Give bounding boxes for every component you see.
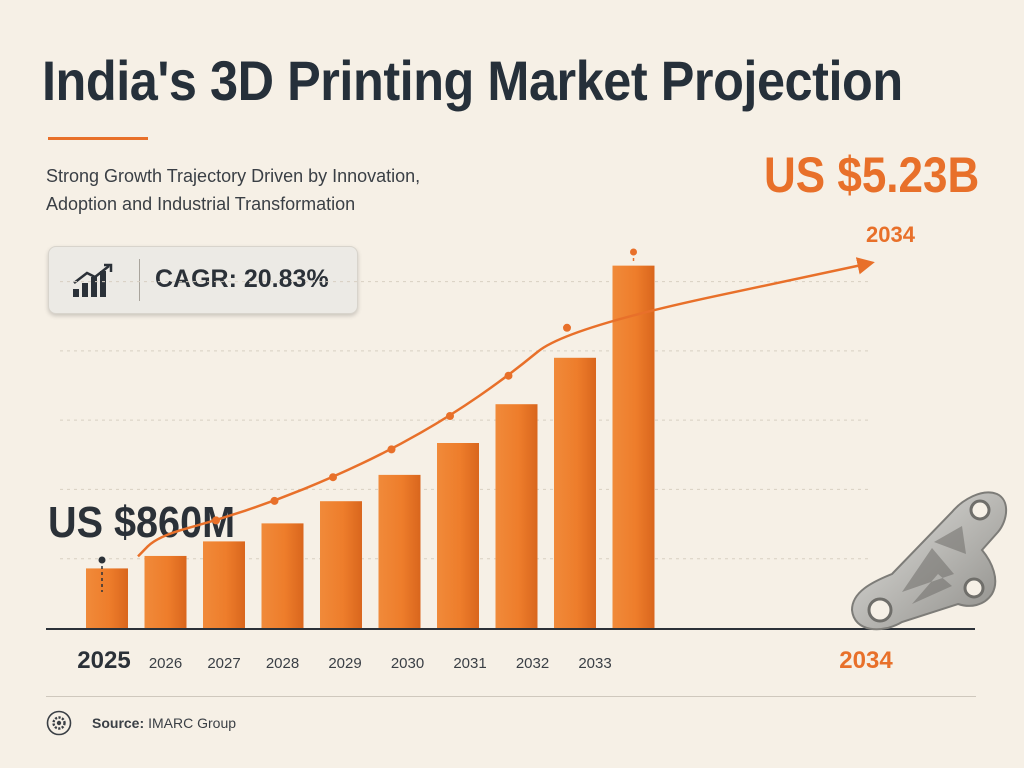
x-tick-label-2026: 2026 [149,655,182,672]
bar-2034 [612,265,655,628]
cagr-divider [139,259,140,301]
title-underline [48,137,148,140]
bar-2028 [261,523,304,628]
bar-2025 [86,568,128,628]
bar-2029 [320,501,362,628]
end-callout-dot [630,248,637,256]
trend-point-2029 [329,473,337,482]
trend-point-2033 [563,323,571,332]
subtitle-line-1: Strong Growth Trajectory Driven by Innov… [46,166,421,186]
subtitle: Strong Growth Trajectory Driven by Innov… [46,162,496,218]
x-tick-label-2033: 2033 [578,655,611,672]
3d-printed-part-image [850,491,1008,631]
start-callout-dot [98,556,106,564]
trend-point-2030 [387,445,396,454]
trend-point-2032 [504,371,513,380]
subtitle-line-2: Adoption and Industrial Transformation [46,194,356,214]
trend-arrow [137,257,875,558]
x-tick-label-2029: 2029 [328,655,361,672]
x-tick-label-2034: 2034 [839,647,893,674]
cagr-value: CAGR: 20.83% [155,265,329,293]
end-year-callout: 2034 [866,222,915,247]
bar-chart-up-icon [73,263,113,297]
cagr-badge: CAGR: 20.83% [48,246,358,314]
end-value-callout: US $5.23B [764,147,980,203]
bar-2026 [144,555,187,628]
bar-2031 [437,443,479,628]
x-tick-label-2031: 2031 [453,655,486,672]
x-tick-label-2025: 2025 [77,647,130,674]
x-tick-label-2032: 2032 [516,655,549,672]
bar-2033 [554,357,596,628]
trend-point-2031 [446,412,454,421]
bar-2032 [495,404,538,628]
source-label: Source: [92,715,145,731]
bar-2030 [378,474,421,628]
trend-point-2027 [212,516,220,525]
bar-2027 [203,541,245,628]
x-tick-label-2028: 2028 [266,655,299,672]
page-title: India's 3D Printing Market Projection [42,49,903,112]
source-name: IMARC Group [148,715,237,731]
x-tick-label-2030: 2030 [391,655,424,672]
source-note: Source: IMARC Group [46,710,236,736]
gear-icon [46,710,72,736]
trend-point-2028 [270,496,279,505]
footer-divider [46,696,976,697]
x-tick-label-2027: 2027 [207,655,240,672]
